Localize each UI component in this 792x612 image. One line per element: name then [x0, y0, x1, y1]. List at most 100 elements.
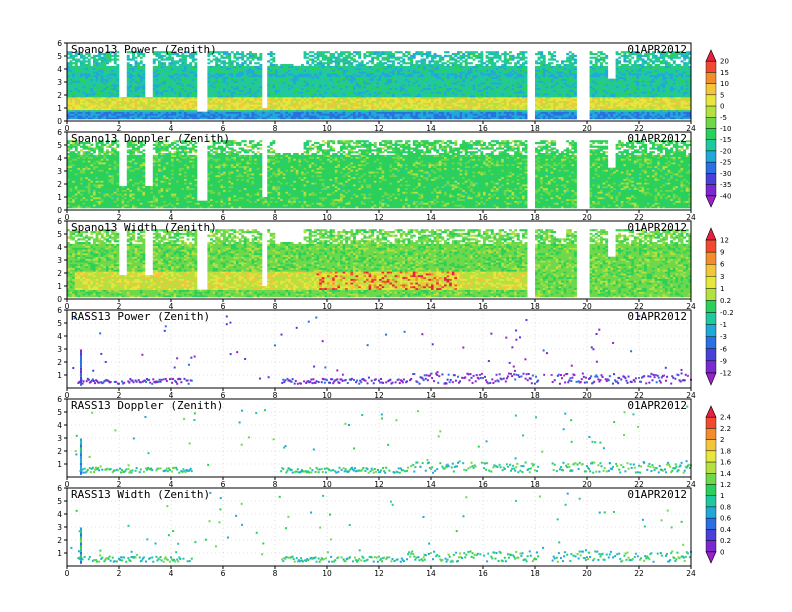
y-tick-label: 4: [57, 243, 62, 252]
y-tick-label: 4: [57, 332, 62, 341]
panel-date: 01APR2012: [627, 310, 687, 323]
colorbar-segment: [705, 128, 717, 140]
x-tick-label: 10: [322, 480, 332, 489]
colorbar-segment: [705, 517, 717, 530]
colorbar-label: 9: [720, 249, 724, 257]
x-tick-label: 0: [65, 302, 70, 311]
colorbar-label: -20: [720, 147, 731, 155]
x-tick-label: 22: [634, 391, 644, 400]
y-tick-label: 5: [57, 319, 62, 328]
x-tick-label: 2: [117, 569, 122, 578]
panel-date: 01APR2012: [627, 132, 687, 145]
y-tick-label: 5: [57, 497, 62, 506]
panel-title: Spano13 Doppler (Zenith): [71, 132, 230, 145]
panel-date: 01APR2012: [627, 221, 687, 234]
colorbar-segment: [705, 529, 717, 541]
x-tick-label: 6: [221, 391, 226, 400]
colorbar-label: 1.2: [720, 481, 731, 489]
x-tick-label: 12: [374, 302, 384, 311]
x-tick-label: 12: [374, 213, 384, 222]
x-tick-label: 14: [426, 391, 436, 400]
y-tick-label: 6: [57, 395, 62, 404]
x-tick-label: 20: [582, 124, 592, 133]
panel-date: 01APR2012: [627, 43, 687, 56]
x-tick-label: 14: [426, 302, 436, 311]
x-tick-label: 10: [322, 569, 332, 578]
colorbar-segment: [705, 324, 717, 337]
x-tick-label: 12: [374, 391, 384, 400]
x-tick-label: 18: [530, 569, 540, 578]
colorbar-segment: [705, 173, 717, 185]
colorbar-segment: [705, 288, 717, 301]
y-tick-label: 4: [57, 510, 62, 519]
colorbar-segment: [705, 300, 717, 313]
x-tick-label: 4: [169, 391, 174, 400]
y-tick-label: 3: [57, 167, 62, 176]
x-tick-label: 14: [426, 213, 436, 222]
colorbar-segment: [705, 495, 717, 508]
colorbar-label: 0.2: [720, 297, 731, 305]
colorbar-arrow-top: [705, 227, 717, 241]
x-tick-label: 2: [117, 124, 122, 133]
colorbar-segment: [705, 251, 717, 265]
colorbar-arrow-bottom: [705, 551, 717, 564]
x-tick-label: 4: [169, 124, 174, 133]
y-tick-label: 5: [57, 230, 62, 239]
colorbar-segment: [705, 461, 717, 474]
colorbar-label: 12: [720, 237, 729, 245]
y-tick-label: 2: [57, 536, 62, 545]
x-tick-label: 2: [117, 213, 122, 222]
x-tick-label: 14: [426, 480, 436, 489]
panel-title: Spano13 Width (Zenith): [71, 221, 217, 234]
y-tick-label: 0: [57, 206, 62, 215]
colorbar-label: 2.4: [720, 414, 732, 422]
y-tick-label: 0: [57, 117, 62, 126]
y-tick-label: 1: [57, 460, 62, 469]
colorbar-segment: [705, 360, 717, 374]
colorbar-segment: [705, 484, 717, 496]
x-tick-label: 24: [686, 480, 696, 489]
colorbar-segment: [705, 276, 717, 289]
colorbar-segment: [705, 428, 717, 440]
x-tick-label: 4: [169, 213, 174, 222]
colorbar-segment: [705, 450, 717, 463]
x-tick-label: 6: [221, 569, 226, 578]
colorbar-label: -0.2: [720, 309, 734, 317]
x-tick-label: 24: [686, 569, 696, 578]
colorbar-label: 3: [720, 273, 724, 281]
colorbar-label: 0.6: [720, 515, 732, 523]
x-tick-label: 16: [478, 124, 488, 133]
colorbar-label: 2: [720, 436, 724, 444]
x-tick-label: 14: [426, 569, 436, 578]
colorbar-label: -9: [720, 357, 727, 365]
y-tick-label: 4: [57, 65, 62, 74]
x-tick-label: 0: [65, 569, 70, 578]
y-tick-label: 1: [57, 282, 62, 291]
colorbar-label: 5: [720, 91, 724, 99]
panel-date: 01APR2012: [627, 399, 687, 412]
x-tick-label: 20: [582, 480, 592, 489]
x-tick-label: 10: [322, 302, 332, 311]
colorbar-label: -10: [720, 125, 731, 133]
y-tick-label: 1: [57, 371, 62, 380]
colorbar-label: -5: [720, 114, 727, 122]
colorbar-segment: [705, 161, 717, 174]
x-tick-label: 12: [374, 480, 384, 489]
x-tick-label: 22: [634, 213, 644, 222]
y-tick-label: 2: [57, 91, 62, 100]
colorbar-segment: [705, 540, 717, 552]
colorbar-label: -3: [720, 333, 727, 341]
x-tick-label: 24: [686, 213, 696, 222]
x-tick-label: 6: [221, 480, 226, 489]
colorbar-label: 0.4: [720, 526, 732, 534]
x-tick-label: 24: [686, 302, 696, 311]
colorbar-segment: [705, 473, 717, 485]
x-tick-label: 0: [65, 124, 70, 133]
y-tick-label: 3: [57, 78, 62, 87]
colorbar-segment: [705, 417, 717, 429]
